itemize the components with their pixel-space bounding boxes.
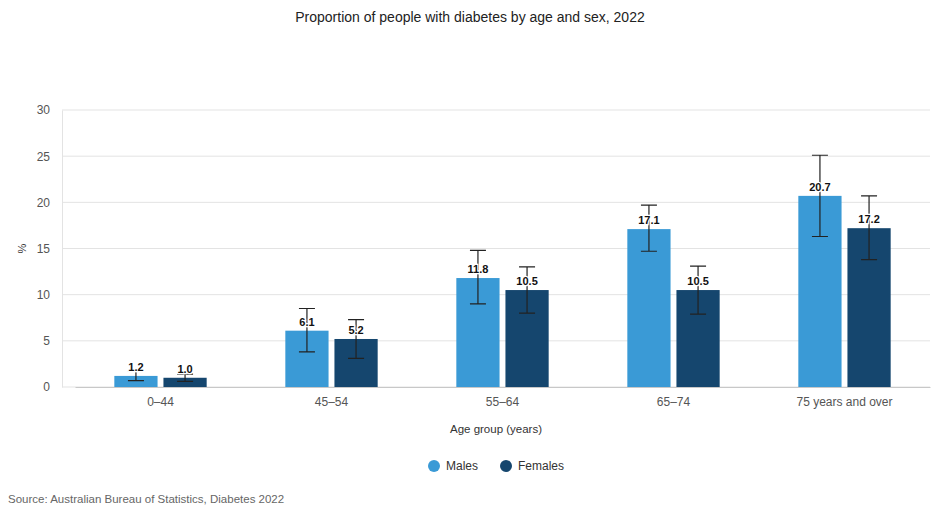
error-bar xyxy=(299,309,315,352)
y-tick-label: 10 xyxy=(37,288,51,302)
x-tick-label: 55–64 xyxy=(486,395,520,409)
x-tick-label: 0–44 xyxy=(147,395,174,409)
grid xyxy=(62,110,930,387)
x-tick: 45–54 xyxy=(315,387,349,409)
y-axis: 0 5 10 15 20 25 30 xyxy=(37,103,63,394)
data-label: 20.7 xyxy=(809,181,830,193)
y-tick: 10 xyxy=(37,288,62,302)
y-tick-label: 15 xyxy=(37,242,51,256)
y-tick: 20 xyxy=(37,196,62,210)
grid-line xyxy=(62,156,930,157)
error-bar xyxy=(470,250,486,304)
legend: Males Females xyxy=(428,459,564,473)
y-tick: 15 xyxy=(37,242,62,256)
error-bars xyxy=(177,196,877,382)
legend-label: Females xyxy=(518,459,564,473)
y-axis-title: % xyxy=(16,243,28,253)
error-bar xyxy=(812,155,828,236)
x-tick-label: 65–74 xyxy=(657,395,691,409)
x-tick: 65–74 xyxy=(657,387,691,409)
data-label: 17.2 xyxy=(858,213,879,225)
y-tick: 30 xyxy=(37,103,62,117)
legend-item: Males xyxy=(428,459,478,473)
x-axis: 0–44 45–54 55–64 65–74 75 years and over xyxy=(76,387,931,409)
data-label: 1.2 xyxy=(128,361,143,373)
legend-label: Males xyxy=(446,459,478,473)
error-bar xyxy=(861,196,877,260)
y-tick: 25 xyxy=(37,150,62,164)
x-tick: 0–44 xyxy=(147,387,174,409)
x-tick-label: 75 years and over xyxy=(796,395,892,409)
data-label: 5.2 xyxy=(348,324,363,336)
error-bar xyxy=(348,320,364,359)
y-axis-line xyxy=(62,111,63,388)
y-tick-label: 0 xyxy=(43,380,50,394)
series xyxy=(114,196,841,387)
data-label: 11.8 xyxy=(468,263,489,275)
data-label: 10.5 xyxy=(687,275,708,287)
legend-marker xyxy=(428,460,440,472)
x-tick-label: 45–54 xyxy=(315,395,349,409)
plot-area xyxy=(114,155,890,387)
error-bar xyxy=(690,266,706,314)
data-labels: 1.2 6.1 11.8 17.1 20.7 1.0 5.2 10.5 10.5 17.2 xyxy=(128,181,879,375)
y-tick: 5 xyxy=(43,334,62,348)
source: Source: Australian Bureau of Statistics,… xyxy=(8,493,284,505)
legend-item: Females xyxy=(500,459,564,473)
data-label: 1.0 xyxy=(177,363,192,375)
error-bar xyxy=(177,374,193,381)
x-axis-title: Age group (years) xyxy=(450,423,542,435)
y-tick: 0 xyxy=(43,380,62,394)
series xyxy=(163,228,890,387)
data-label: 6.1 xyxy=(299,316,314,328)
data-label: 17.1 xyxy=(638,214,659,226)
error-bar xyxy=(641,205,657,251)
data-label: 10.5 xyxy=(516,275,537,287)
y-tick-label: 20 xyxy=(37,196,51,210)
legend-marker xyxy=(500,460,512,472)
x-tick: 75 years and over xyxy=(796,387,892,409)
error-bar xyxy=(519,267,535,313)
bar xyxy=(627,229,670,387)
grid-line xyxy=(62,110,930,111)
x-tick: 55–64 xyxy=(486,387,520,409)
y-tick-label: 5 xyxy=(43,334,50,348)
title: Proportion of people with diabetes by ag… xyxy=(295,9,645,25)
y-tick-label: 30 xyxy=(37,103,51,117)
chart: Proportion of people with diabetes by ag… xyxy=(0,0,940,520)
error-bars xyxy=(128,155,828,380)
x-axis-line xyxy=(76,387,931,388)
y-tick-label: 25 xyxy=(37,150,51,164)
